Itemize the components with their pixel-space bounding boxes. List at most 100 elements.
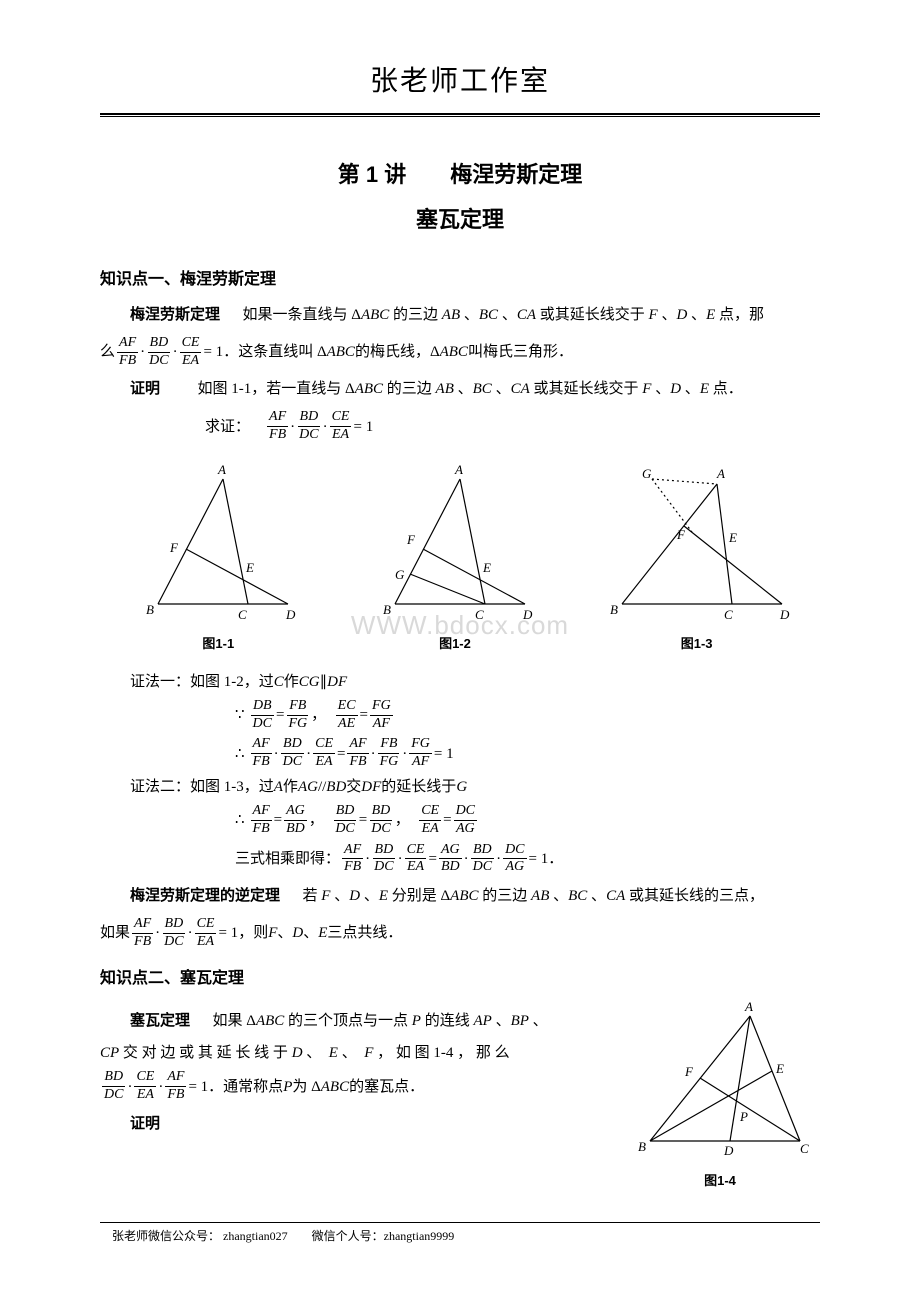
text: 么 bbox=[100, 340, 115, 364]
fraction: AFFB bbox=[165, 1069, 186, 1104]
math: D bbox=[292, 1045, 303, 1061]
text: 如果一条直线与 Δ bbox=[243, 307, 361, 323]
proof-header: 证明 如图 1-1，若一直线与 ΔABC 的三边 AB 、BC 、CA 或其延长… bbox=[100, 377, 820, 401]
svg-text:G: G bbox=[395, 567, 405, 582]
math: DF bbox=[327, 670, 347, 694]
fraction: BDDC bbox=[471, 842, 494, 877]
svg-text:P: P bbox=[739, 1109, 748, 1124]
ceva-formula: BDDC· CEEA· AFFB = 1 ．通常称点 P 为 ΔABC 的塞瓦点… bbox=[100, 1069, 600, 1104]
text: 、 bbox=[458, 381, 473, 397]
svg-text:B: B bbox=[383, 602, 391, 617]
text: 、 bbox=[364, 888, 379, 904]
text: 的三边 bbox=[482, 888, 531, 904]
text: 如果 bbox=[100, 921, 130, 945]
math: E bbox=[706, 307, 715, 323]
text: 如果 Δ bbox=[213, 1013, 256, 1029]
svg-text:F: F bbox=[169, 540, 179, 555]
verify-formula: 求证： AFFB· BDDC· CEEA = 1 bbox=[100, 409, 820, 444]
math: A bbox=[274, 775, 283, 799]
text: 点，那 bbox=[719, 307, 764, 323]
fraction: FBFG bbox=[286, 698, 309, 733]
math: ABC bbox=[440, 340, 468, 364]
math: CA bbox=[606, 888, 625, 904]
text: 三式相乘即得： bbox=[235, 847, 340, 871]
method2-step1: AFFB = AGBD， BDDC = BDDC， CEEA = DCAG bbox=[100, 803, 820, 838]
menelaus-theorem-statement: 梅涅劳斯定理 如果一条直线与 ΔABC 的三边 AB 、BC 、CA 或其延长线… bbox=[100, 303, 820, 327]
ceva-theorem: 塞瓦定理 如果 ΔABC 的三个顶点与一点 P 的连线 AP 、BP 、 bbox=[100, 1009, 600, 1033]
fraction: FGAF bbox=[370, 698, 393, 733]
svg-text:F: F bbox=[684, 1064, 694, 1079]
theorem-name: 梅涅劳斯定理的逆定理 bbox=[130, 887, 280, 904]
fraction: AFFB bbox=[132, 916, 153, 951]
math: CG bbox=[299, 670, 320, 694]
math: CA bbox=[511, 381, 530, 397]
text: 、 bbox=[502, 307, 517, 323]
svg-text:D: D bbox=[779, 607, 790, 622]
text: // bbox=[318, 775, 326, 799]
svg-text:F: F bbox=[676, 527, 686, 542]
text: 点． bbox=[713, 381, 743, 397]
ceva-line2: CP 交 对 边 或 其 延 长 线 于 D 、 E 、 F ， 如 图 1-4… bbox=[100, 1041, 600, 1065]
math: D bbox=[349, 888, 360, 904]
header-rule bbox=[100, 113, 820, 117]
method1-step1: DBDC = FBFG， ECAE = FGAF bbox=[100, 698, 820, 733]
figure-1-4: A B C D E F P 图1-4 bbox=[620, 1001, 820, 1192]
figure-caption: 图1-2 bbox=[355, 634, 555, 655]
inverse-theorem: 梅涅劳斯定理的逆定理 若 F 、D 、E 分别是 ΔABC 的三边 AB 、BC… bbox=[100, 884, 820, 908]
fraction: AFFB bbox=[267, 409, 288, 444]
text: 、 bbox=[303, 921, 318, 945]
text: 的三边 bbox=[393, 307, 442, 323]
text: 、 bbox=[685, 381, 700, 397]
svg-text:D: D bbox=[723, 1143, 734, 1158]
math: F bbox=[649, 307, 658, 323]
text: 、 bbox=[661, 307, 676, 323]
fraction: CEEA bbox=[419, 803, 441, 838]
math: F bbox=[321, 888, 330, 904]
math: D bbox=[292, 921, 303, 945]
section1-header: 知识点一、梅涅劳斯定理 bbox=[100, 267, 820, 293]
math: C bbox=[274, 670, 284, 694]
math: P bbox=[283, 1075, 292, 1099]
fraction: CEEA bbox=[195, 916, 217, 951]
svg-text:F: F bbox=[406, 532, 416, 547]
text: = 1 bbox=[203, 340, 223, 364]
math: F bbox=[642, 381, 651, 397]
svg-text:B: B bbox=[610, 602, 618, 617]
math: F bbox=[268, 921, 277, 945]
fraction: AGBD bbox=[284, 803, 307, 838]
proof-label: 证明 bbox=[130, 380, 160, 397]
math: BD bbox=[326, 775, 346, 799]
math: ABC bbox=[361, 307, 389, 323]
fraction: BDDC bbox=[369, 803, 392, 838]
proof-label: 证明 bbox=[130, 1115, 160, 1132]
text: 的延长线于 bbox=[381, 775, 456, 799]
fraction: BDDC bbox=[147, 335, 170, 370]
math: G bbox=[456, 775, 467, 799]
math: P bbox=[412, 1013, 421, 1029]
figure-caption: 图1-1 bbox=[118, 634, 318, 655]
text: 、 bbox=[496, 381, 511, 397]
math: CP bbox=[100, 1045, 119, 1061]
method2-step2: 三式相乘即得： AFFB· BDDC· CEEA = AGBD· BDDC· D… bbox=[100, 842, 820, 877]
method2-header: 证法二：如图 1-3，过 A 作 AG // BD 交 DF 的延长线于 G bbox=[100, 775, 820, 799]
svg-text:C: C bbox=[238, 607, 247, 622]
text: 交 对 边 或 其 延 长 线 于 bbox=[123, 1045, 292, 1061]
math: ABC bbox=[321, 1075, 349, 1099]
page-header-title: 张老师工作室 bbox=[100, 60, 820, 105]
text: 、 bbox=[334, 888, 349, 904]
math: AB bbox=[436, 381, 454, 397]
text: 交 bbox=[346, 775, 361, 799]
math: BP bbox=[511, 1013, 529, 1029]
text: 、 bbox=[464, 307, 479, 323]
math: BC bbox=[568, 888, 587, 904]
svg-text:B: B bbox=[638, 1139, 646, 1154]
math: D bbox=[676, 307, 687, 323]
text: 或其延长线的三点， bbox=[629, 888, 764, 904]
text: 、 bbox=[533, 1013, 548, 1029]
fraction: BDDC bbox=[162, 916, 185, 951]
math: BC bbox=[479, 307, 498, 323]
text: 如图 1-1，若一直线与 Δ bbox=[198, 381, 355, 397]
figure-caption: 图1-3 bbox=[592, 634, 802, 655]
math: E bbox=[379, 888, 388, 904]
text: 若 bbox=[303, 888, 322, 904]
